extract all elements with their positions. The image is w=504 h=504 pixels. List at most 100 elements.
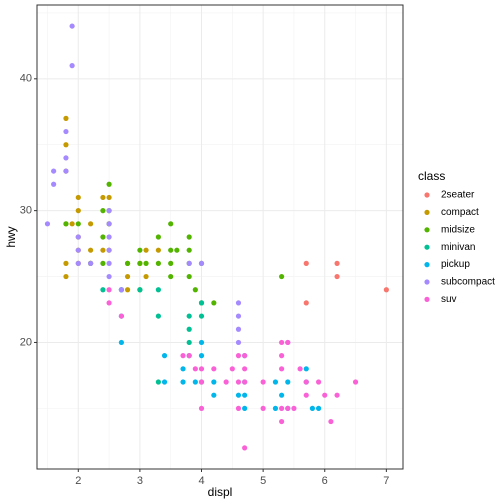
point xyxy=(279,418,285,425)
point xyxy=(180,379,186,385)
point xyxy=(186,313,192,319)
point xyxy=(235,300,242,306)
point xyxy=(137,260,143,266)
legend-title: class xyxy=(418,169,445,183)
point xyxy=(211,392,217,398)
point xyxy=(235,379,242,385)
point xyxy=(168,260,174,266)
point xyxy=(69,63,75,69)
point xyxy=(88,260,94,266)
legend-label: pickup xyxy=(441,259,470,270)
point xyxy=(100,260,106,266)
point xyxy=(272,405,279,411)
point xyxy=(260,379,266,385)
point xyxy=(309,405,316,411)
point xyxy=(242,392,248,398)
point xyxy=(186,273,192,280)
point xyxy=(174,247,180,253)
point xyxy=(63,221,69,227)
legend-label: compact xyxy=(441,207,479,218)
point xyxy=(279,353,285,359)
point xyxy=(242,379,248,385)
point xyxy=(279,273,285,280)
point xyxy=(211,379,217,385)
point xyxy=(124,273,131,280)
point xyxy=(235,339,242,346)
point xyxy=(100,287,106,293)
point xyxy=(322,392,328,398)
point xyxy=(186,234,192,240)
point xyxy=(143,273,149,280)
point xyxy=(137,247,143,253)
point xyxy=(63,115,69,121)
point xyxy=(186,247,192,253)
point xyxy=(180,353,186,359)
point xyxy=(235,326,242,332)
point xyxy=(155,287,161,293)
legend-key xyxy=(424,209,430,215)
point xyxy=(260,405,266,411)
point xyxy=(124,287,131,293)
point xyxy=(328,418,334,425)
x-tick-label: 6 xyxy=(322,475,328,487)
point xyxy=(63,155,69,161)
legend-key xyxy=(424,279,430,285)
panel-border xyxy=(36,4,404,470)
point xyxy=(100,247,106,253)
point xyxy=(279,339,285,346)
legend-label: minivan xyxy=(441,242,475,253)
point xyxy=(297,366,303,372)
point xyxy=(235,313,242,319)
point xyxy=(285,339,291,346)
point xyxy=(100,234,106,240)
point xyxy=(242,445,248,451)
point xyxy=(106,260,112,266)
point xyxy=(198,260,205,266)
x-tick-label: 3 xyxy=(137,475,143,487)
point xyxy=(198,405,205,411)
point xyxy=(303,260,309,266)
point xyxy=(106,181,112,187)
legend-key xyxy=(424,244,430,250)
point xyxy=(383,287,389,293)
point xyxy=(106,221,112,227)
legend-key xyxy=(424,262,430,268)
point xyxy=(229,366,235,372)
legend-label: 2seater xyxy=(441,190,475,201)
point xyxy=(235,392,242,398)
point xyxy=(155,247,161,253)
point xyxy=(100,208,106,214)
point xyxy=(69,221,75,227)
point xyxy=(186,353,192,359)
point xyxy=(106,247,112,253)
point xyxy=(211,366,217,372)
point xyxy=(279,392,285,398)
point xyxy=(192,366,198,372)
legend-label: suv xyxy=(441,294,457,305)
point xyxy=(186,326,192,332)
point xyxy=(198,379,205,385)
point xyxy=(168,221,174,227)
point xyxy=(106,287,112,293)
legend-label: subcompact xyxy=(441,277,495,288)
point xyxy=(75,208,81,214)
point xyxy=(63,260,69,266)
point xyxy=(63,142,69,148)
point xyxy=(198,313,205,319)
point xyxy=(235,353,242,359)
point xyxy=(106,208,112,214)
point xyxy=(75,247,81,253)
point xyxy=(124,260,131,266)
point xyxy=(334,273,340,280)
point xyxy=(51,168,57,174)
point xyxy=(106,234,112,240)
point xyxy=(75,260,81,266)
point xyxy=(118,313,125,319)
point xyxy=(155,379,161,385)
point xyxy=(242,353,248,359)
point xyxy=(303,366,309,372)
point xyxy=(106,300,112,306)
point xyxy=(352,379,359,385)
x-axis-label: displ xyxy=(208,485,233,499)
